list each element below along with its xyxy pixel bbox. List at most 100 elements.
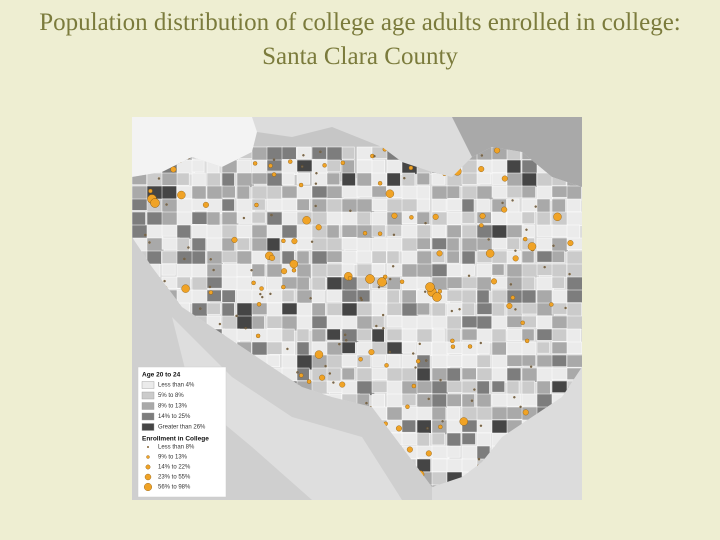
tract [326,315,344,331]
dot [391,265,395,268]
dot [426,427,429,430]
tract [476,276,492,292]
tract [461,367,477,381]
dot [332,381,335,384]
tract [566,315,582,331]
tract [551,367,569,380]
tract [446,276,465,289]
dot [358,357,363,362]
dot [564,306,567,310]
dot [343,333,347,337]
tract [536,289,554,305]
tract [521,354,536,367]
tract [461,250,476,267]
legend-swatch [141,423,155,431]
tract [476,341,490,355]
dot [406,446,413,453]
legend-label: Greater than 26% [158,425,206,431]
tract [326,198,343,214]
tract [521,289,537,304]
tract [206,250,224,265]
tract [491,211,507,226]
tract [356,237,371,253]
tract [491,419,510,434]
dot [412,352,415,355]
dot [441,420,444,423]
tract [521,276,535,291]
east-hills [452,117,582,187]
tract [221,315,239,330]
tract [416,224,432,239]
tract [521,302,538,315]
tract [491,341,507,356]
tract [356,159,374,174]
dot [439,378,442,382]
dot [150,198,160,208]
dot [218,322,222,326]
tract [476,198,490,214]
dot [524,338,530,344]
dot [163,279,166,283]
tract [446,289,463,302]
dot [411,383,417,389]
tract [236,211,255,224]
dot [501,175,508,182]
tract [191,185,207,201]
dot [480,154,484,157]
dot [424,221,427,225]
dot [359,296,363,300]
dot [549,302,554,307]
tract [296,185,312,199]
dot [438,424,443,430]
dot [324,364,327,368]
dot [315,172,318,175]
tract [386,237,403,252]
tract [521,224,535,238]
tract [431,380,449,395]
dot [281,268,288,275]
dot [425,450,432,457]
tract [221,289,236,303]
tract [191,302,208,318]
tract [446,406,460,421]
tract [446,224,462,238]
dot [382,327,385,330]
dot [409,215,414,220]
legend-label: 56% to 98% [158,485,191,491]
tract [236,276,251,291]
tract [461,289,477,305]
dot [208,290,214,295]
tract [371,302,387,316]
tract [221,172,235,188]
tract [386,172,401,188]
tract [506,276,525,292]
dot [269,292,272,296]
tract [566,289,582,303]
tract [416,432,430,447]
tract [551,237,569,253]
tract [236,250,252,266]
legend-label: 5% to 8% [158,393,184,399]
tract [356,315,374,331]
tract [566,185,582,201]
tract [461,211,476,224]
tract [161,211,180,227]
tract [251,263,266,277]
tract [431,341,449,357]
tract [326,354,344,370]
tract [191,289,210,305]
tract [161,263,176,276]
tract [326,328,341,341]
dot [395,425,402,432]
tract [266,198,283,211]
tract [236,159,251,175]
dot [487,238,490,241]
dot [289,259,299,269]
tract [491,289,509,304]
tract [356,289,371,303]
dot [450,344,456,349]
tract [266,289,284,303]
tract [536,237,554,251]
tract [266,302,283,319]
tract [506,224,524,238]
